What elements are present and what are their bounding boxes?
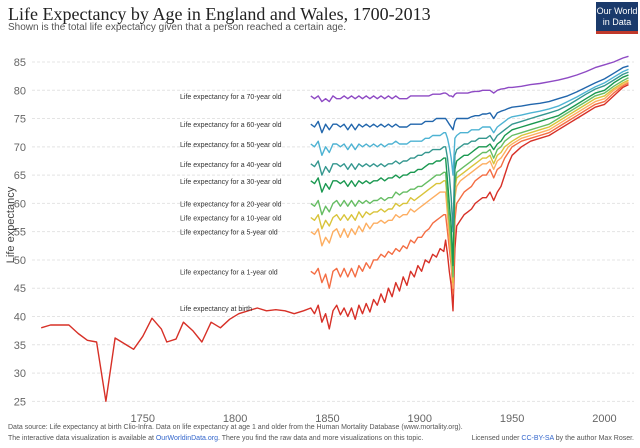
x-tick-label: 1750 — [131, 413, 155, 425]
y-tick-label: 60 — [14, 198, 26, 210]
series-label: Life expectancy for a 60-year old — [180, 122, 282, 129]
y-axis-label: Life expectancy — [5, 186, 17, 263]
y-tick-label: 25 — [14, 396, 26, 408]
x-tick-label: 2000 — [592, 413, 616, 425]
owid-logo[interactable]: Our World in Data — [596, 2, 638, 34]
footer-interactive-prefix: The interactive data visualization is av… — [8, 435, 156, 442]
x-tick-label: 1900 — [408, 413, 432, 425]
page-title: Life Expectancy by Age in England and Wa… — [8, 4, 431, 24]
series-lines — [40, 55, 629, 402]
series-label: Life expectancy for a 30-year old — [180, 179, 282, 186]
y-tick-label: 75 — [14, 114, 26, 126]
series-line[interactable] — [310, 82, 629, 295]
license-suffix: by the author Max Roser. — [553, 435, 634, 442]
y-tick-label: 35 — [14, 340, 26, 352]
series-labels: Life expectancy for a 70-year old Life ex… — [180, 94, 282, 313]
series-line[interactable] — [310, 68, 629, 176]
series-label: Life expectancy for a 20-year old — [180, 201, 282, 208]
y-tick-label: 30 — [14, 368, 26, 380]
footer-interactive-suffix: . There you find the raw data and more v… — [217, 435, 424, 442]
y-tick-label: 70 — [14, 142, 26, 154]
series-label: Life expectancy for a 10-year old — [180, 216, 282, 223]
footer-source: Data source: Life expectancy at birth Cl… — [8, 424, 463, 431]
series-line[interactable] — [310, 55, 629, 103]
license-prefix: Licensed under — [471, 435, 522, 442]
y-tick-labels: 25 30 35 40 45 50 55 60 65 70 75 80 85 — [14, 57, 26, 408]
license-link[interactable]: CC-BY-SA — [521, 435, 554, 442]
series-line[interactable] — [310, 74, 629, 267]
series-line[interactable] — [310, 65, 629, 134]
series-line[interactable] — [310, 77, 629, 278]
series-line[interactable] — [310, 81, 629, 289]
series-label: Life expectancy for a 40-year old — [180, 162, 282, 169]
y-tick-label: 55 — [14, 227, 26, 239]
series-label: Life expectancy for a 5-year old — [180, 230, 278, 237]
logo-line-1: Our World — [596, 6, 638, 16]
footer-interactive: The interactive data visualization is av… — [8, 435, 423, 442]
page-subtitle: Shown is the total life expectancy given… — [8, 22, 346, 33]
series-line[interactable] — [310, 79, 629, 284]
x-tick-label: 1950 — [500, 413, 524, 425]
series-label: Life expectancy for a 70-year old — [180, 94, 282, 101]
footer-license: Licensed under CC-BY-SA by the author Ma… — [472, 435, 634, 442]
series-label: Life expectancy at birth — [180, 306, 252, 313]
series-label: Life expectancy for a 1-year old — [180, 269, 278, 276]
y-tick-label: 50 — [14, 255, 26, 267]
y-tick-label: 85 — [14, 57, 26, 69]
series-label: Life expectancy for a 50-year old — [180, 142, 282, 149]
x-tick-label: 1800 — [223, 413, 247, 425]
series-line[interactable] — [40, 83, 629, 402]
owid-link[interactable]: OurWorldinData.org — [155, 435, 218, 442]
series-line[interactable] — [310, 71, 629, 233]
y-tick-label: 40 — [14, 312, 26, 324]
logo-line-2: in Data — [602, 17, 632, 27]
x-tick-label: 1850 — [315, 413, 339, 425]
y-tick-label: 65 — [14, 170, 26, 182]
x-tick-labels: 1750 1800 1850 1900 1950 2000 — [131, 413, 617, 425]
y-tick-label: 45 — [14, 283, 26, 295]
y-tick-label: 80 — [14, 85, 26, 97]
